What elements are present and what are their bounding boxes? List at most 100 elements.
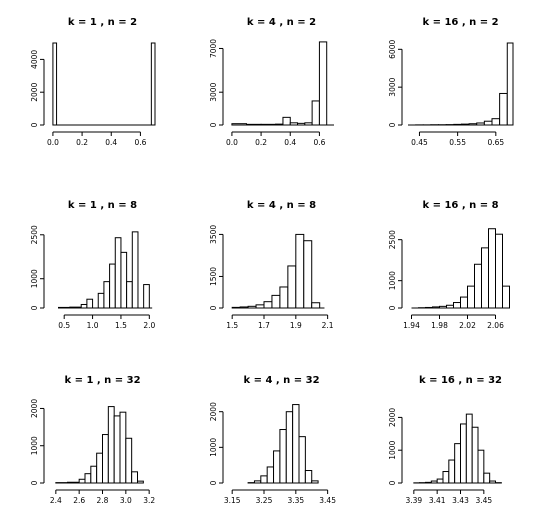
- histogram-bar: [263, 301, 273, 309]
- y-tick-label: 0: [388, 480, 397, 485]
- histogram-bar: [467, 285, 475, 309]
- y-tick-label: 0: [209, 480, 218, 485]
- x-tick-label: 0.4: [105, 138, 117, 147]
- histogram-bar: [481, 247, 489, 309]
- x-tick-label: 3.15: [224, 496, 241, 505]
- histogram-bar: [465, 413, 473, 484]
- histogram-bar: [96, 452, 103, 484]
- x-tick-label: 3.39: [405, 496, 422, 505]
- histogram-bar: [143, 284, 150, 309]
- y-tick-label: 4000: [30, 50, 39, 69]
- histogram-bar: [502, 285, 510, 309]
- histogram-bar: [491, 118, 501, 126]
- histogram-bar: [120, 251, 128, 309]
- panel-title: k = 1 , n = 8: [68, 200, 137, 211]
- y-tick-label: 1000: [388, 440, 397, 459]
- x-tick-label: 0.5: [58, 321, 70, 330]
- histogram-bar: [495, 233, 503, 309]
- histogram-bar: [474, 263, 482, 309]
- histogram-bar: [90, 465, 98, 484]
- y-tick-label: 6000: [388, 40, 397, 59]
- histogram-bar: [86, 298, 94, 309]
- histogram-bar: [453, 302, 461, 309]
- histogram-bar: [311, 100, 320, 126]
- y-tick-label: 3000: [209, 82, 218, 101]
- histogram-bar: [499, 92, 508, 126]
- y-tick-label: 7000: [209, 39, 218, 58]
- histogram-bar: [131, 471, 139, 484]
- x-tick-label: 0.2: [76, 138, 88, 147]
- histogram-panel-3: k = 16 , n = 2 0.45 0.55 0.65 0 3000 6000: [388, 17, 514, 147]
- x-tick-label: 1.94: [403, 321, 420, 330]
- histogram-panel-4: k = 1 , n = 8 0.5 1.0 1.5 2.0 0 1000 2500: [30, 200, 156, 330]
- y-tick-label: 1500: [209, 267, 218, 286]
- histogram-bar: [126, 281, 133, 309]
- x-tick-label: 0.2: [255, 138, 267, 147]
- y-tick-label: 0: [30, 122, 39, 127]
- panel-title: k = 16 , n = 8: [422, 200, 498, 211]
- histogram-bar: [119, 411, 127, 484]
- histogram-panel-6: k = 16 , n = 8 1.94 1.98 2.02 2.06 0 1000 2500: [388, 200, 510, 330]
- histogram-bar: [477, 449, 485, 484]
- panel-title: k = 16 , n = 2: [422, 17, 498, 28]
- panel-title: k = 16 , n = 32: [419, 375, 502, 386]
- x-tick-label: 2.1: [322, 321, 334, 330]
- histogram-bar: [303, 240, 313, 309]
- histogram-bar: [292, 404, 300, 484]
- histogram-bar: [442, 471, 450, 484]
- x-tick-label: 2.02: [459, 321, 476, 330]
- histogram-bar: [273, 450, 281, 484]
- histogram-bar: [298, 436, 306, 484]
- y-tick-label: 2500: [388, 230, 397, 249]
- x-tick-label: 3.41: [429, 496, 446, 505]
- y-tick-label: 0: [209, 122, 218, 127]
- histogram-bar: [80, 303, 88, 309]
- histogram-bar: [125, 437, 133, 484]
- x-tick-label: 0.6: [313, 138, 325, 147]
- histogram-bar: [488, 228, 496, 309]
- histogram-bar: [114, 237, 122, 309]
- histogram-bar: [131, 231, 139, 309]
- histogram-bar: [97, 292, 105, 309]
- x-tick-label: 0.4: [284, 138, 296, 147]
- histogram-bar: [506, 42, 514, 126]
- y-tick-label: 1000: [30, 269, 39, 288]
- y-tick-label: 2000: [388, 408, 397, 427]
- histogram-bar: [84, 473, 92, 484]
- y-tick-label: 2000: [30, 399, 39, 418]
- histogram-bar: [282, 116, 291, 126]
- x-tick-label: 2.06: [487, 321, 504, 330]
- x-tick-label: 2.4: [50, 496, 62, 505]
- histogram-bar: [287, 265, 297, 309]
- panel-title: k = 4 , n = 8: [247, 200, 316, 211]
- x-tick-label: 2.8: [97, 496, 109, 505]
- x-tick-label: 1.7: [258, 321, 270, 330]
- histogram-bar: [483, 472, 491, 484]
- histogram-panel-9: k = 16 , n = 32 3.39 3.41 3.43 3.45 0 1000 2000: [388, 375, 502, 505]
- histogram-bar: [285, 411, 294, 484]
- x-tick-label: 1.5: [226, 321, 238, 330]
- x-tick-label: 1.5: [115, 321, 127, 330]
- histogram-bar: [260, 475, 268, 484]
- panel-title: k = 4 , n = 32: [243, 375, 319, 386]
- y-tick-label: 2500: [30, 225, 39, 244]
- histogram-panel-7: k = 1 , n = 32 2.4 2.6 2.8 3.0 3.2 0 1000 2000: [30, 375, 155, 505]
- x-tick-label: 0.55: [449, 138, 466, 147]
- x-tick-label: 1.98: [431, 321, 448, 330]
- y-tick-label: 2000: [30, 82, 39, 101]
- x-tick-label: 3.2: [143, 496, 155, 505]
- histogram-bar: [311, 302, 321, 309]
- histogram-panel-8: k = 4 , n = 32 3.15 3.25 3.35 3.45 0 1000 2000: [209, 375, 336, 505]
- panel-title: k = 1 , n = 32: [64, 375, 140, 386]
- histogram-bar: [271, 294, 281, 309]
- x-tick-label: 0.6: [134, 138, 146, 147]
- histogram-bar: [460, 296, 468, 309]
- histogram-bar: [436, 478, 444, 484]
- x-tick-label: 1.9: [290, 321, 302, 330]
- x-tick-label: 3.45: [319, 496, 336, 505]
- y-tick-label: 0: [209, 305, 218, 310]
- histogram-bar: [471, 426, 479, 484]
- histogram-bar: [279, 286, 289, 309]
- histogram-panel-1: k = 1 , n = 2 0.0 0.2 0.4 0.6 0 2000 4000: [30, 17, 156, 147]
- x-tick-label: 3.43: [452, 496, 469, 505]
